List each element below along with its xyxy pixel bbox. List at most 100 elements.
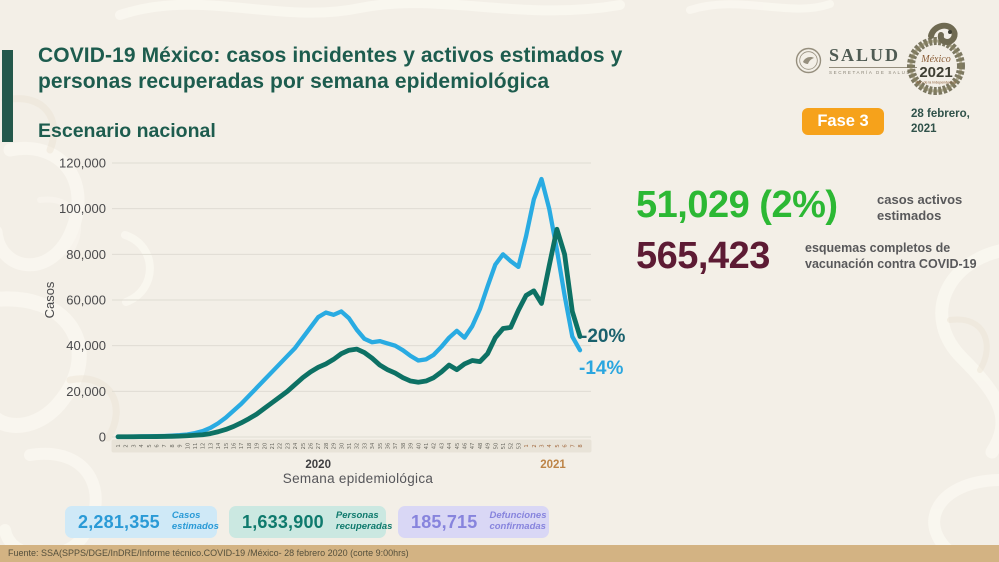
svg-text:2: 2 (124, 444, 130, 447)
salud-logo-subtext: SECRETARÍA DE SALUD (829, 70, 912, 75)
svg-text:0: 0 (99, 430, 106, 445)
svg-text:11: 11 (193, 443, 199, 450)
svg-text:60,000: 60,000 (66, 293, 106, 308)
svg-text:16: 16 (232, 443, 238, 450)
phase-badge: Fase 3 (802, 108, 884, 135)
mexico-2021-logo: México 2021 Año de la Independencia (907, 22, 965, 95)
svg-text:4: 4 (139, 444, 145, 448)
svg-text:8: 8 (170, 444, 176, 447)
svg-text:19: 19 (255, 443, 261, 450)
chart-y-tick-labels: 0 20,000 40,000 60,000 80,000 100,000 120,000 (59, 156, 106, 445)
source-bar: Fuente: SSA(SPPS/DGE/InDRE/Informe técni… (0, 545, 999, 562)
svg-text:4: 4 (547, 444, 553, 448)
page-title: COVID-19 México: casos incidentes y acti… (38, 43, 622, 96)
x-axis-title: Semana epidemiológica (282, 471, 434, 486)
svg-text:30: 30 (339, 443, 345, 450)
vaccination-value: 565,423 (636, 235, 770, 277)
svg-text:41: 41 (424, 443, 430, 450)
report-date-line1: 28 febrero, (911, 108, 970, 120)
svg-text:53: 53 (516, 443, 522, 450)
estimated-cases-label: Casos estimados (171, 510, 219, 532)
svg-text:22: 22 (278, 443, 284, 450)
series-line-incident-cases (115, 176, 583, 439)
deaths-value: 185,715 (411, 511, 478, 532)
series-line-recovered (115, 226, 583, 440)
page-title-line1: COVID-19 México: casos incidentes y acti… (38, 44, 623, 67)
svg-text:24: 24 (293, 442, 299, 449)
svg-text:45: 45 (455, 443, 461, 450)
y-axis-title: Casos (42, 281, 57, 318)
svg-text:100,000: 100,000 (59, 201, 106, 216)
svg-text:42: 42 (432, 443, 438, 450)
svg-text:40,000: 40,000 (66, 338, 106, 353)
recovered-change-annotation: -20% (581, 326, 626, 347)
summary-boxes: 2,281,355 Casos estimados 1,633,900 Pers… (65, 506, 549, 538)
deaths-box: 185,715 Defunciones confirmadas (398, 506, 549, 538)
salud-seal-icon (795, 47, 822, 74)
svg-text:39: 39 (409, 443, 415, 450)
svg-text:38: 38 (401, 443, 407, 450)
svg-text:6: 6 (563, 444, 569, 447)
svg-text:9: 9 (178, 444, 184, 447)
svg-text:25: 25 (301, 443, 307, 450)
svg-text:3: 3 (131, 444, 137, 447)
source-text: Fuente: SSA(SPPS/DGE/InDRE/Informe técni… (8, 548, 409, 558)
page-title-line2: personas recuperadas por semana epidemio… (38, 70, 550, 94)
svg-text:37: 37 (393, 443, 399, 450)
svg-text:1: 1 (116, 444, 122, 447)
svg-text:21: 21 (270, 443, 276, 450)
vaccination-label: esquemas completos de vacunación contra … (805, 241, 977, 271)
x-axis-tick-band (111, 439, 592, 453)
svg-text:31: 31 (347, 443, 353, 450)
svg-text:27: 27 (316, 443, 322, 450)
chart-year-labels: 2020 2021 (305, 459, 566, 471)
svg-text:50: 50 (493, 443, 499, 450)
mexico-logo-year: 2021 (919, 64, 952, 81)
svg-text:5: 5 (147, 444, 153, 447)
svg-text:2: 2 (532, 444, 538, 447)
svg-text:13: 13 (208, 443, 214, 450)
epidemic-week-line-chart: 020,00040,00060,00080,000100,000120,000 … (42, 156, 592, 471)
svg-text:120,000: 120,000 (59, 156, 106, 171)
chart-x-tick-labels: 1 2 3 4 5 6 7 8 9 10 11 12 13 14 15 16 17 18 19 20 21 22 23 24 2… (116, 442, 584, 449)
svg-text:28: 28 (324, 443, 330, 450)
estimated-cases-box: 2,281,355 Casos estimados (65, 506, 219, 538)
svg-text:10: 10 (185, 443, 191, 450)
recovered-box: 1,633,900 Personas recuperadas (229, 506, 392, 538)
svg-text:47: 47 (470, 443, 476, 450)
svg-text:33: 33 (362, 443, 368, 450)
report-date-line2: 2021 (911, 122, 937, 135)
svg-text:26: 26 (309, 443, 315, 450)
svg-text:1: 1 (524, 444, 530, 447)
svg-text:17: 17 (239, 443, 245, 450)
salud-logo-rule (829, 67, 917, 68)
active-cases-value: 51,029 (2%) (636, 184, 838, 226)
svg-text:80,000: 80,000 (66, 247, 106, 262)
scenario-subtitle: Escenario nacional (38, 120, 216, 142)
estimated-cases-value: 2,281,355 (78, 511, 160, 532)
svg-text:29: 29 (332, 443, 338, 450)
accent-bar (2, 50, 13, 142)
svg-text:43: 43 (439, 443, 445, 450)
svg-text:12: 12 (201, 443, 207, 450)
chart-series-lines (115, 176, 583, 440)
incident-change-annotation: -14% (579, 358, 624, 379)
svg-text:20: 20 (262, 443, 268, 450)
svg-text:34: 34 (370, 442, 376, 449)
svg-text:48: 48 (478, 443, 484, 450)
recovered-label: Personas recuperadas (335, 510, 393, 532)
svg-text:20,000: 20,000 (66, 384, 106, 399)
svg-text:8: 8 (578, 444, 584, 447)
mexico-logo-motto: Año de la Independencia (916, 81, 956, 85)
svg-text:18: 18 (247, 443, 253, 450)
svg-text:32: 32 (355, 443, 361, 450)
svg-text:5: 5 (555, 444, 561, 447)
svg-text:6: 6 (155, 444, 161, 447)
svg-text:40: 40 (416, 443, 422, 450)
chart-gridlines (112, 162, 591, 438)
mexico-logo-name: México (920, 54, 950, 65)
year-label-2021: 2021 (540, 459, 566, 471)
svg-text:36: 36 (386, 443, 392, 450)
svg-text:49: 49 (486, 443, 492, 450)
